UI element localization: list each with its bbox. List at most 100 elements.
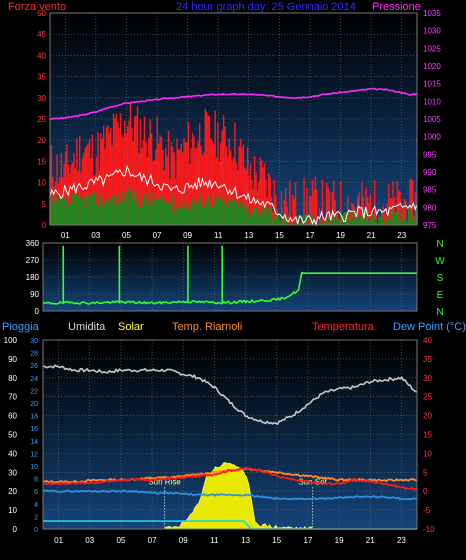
hour-tick-label: 09 (179, 536, 188, 545)
wind-tick-label: 40 (37, 51, 46, 60)
chart-title: 24 hour graph day: 25 Gennaio 2014 (176, 1, 356, 13)
rain-tick-label: 2 (34, 514, 38, 521)
pressure-line (50, 87, 418, 120)
pressure-tick-label: 985 (423, 186, 437, 195)
humidity-tick-label: 80 (8, 374, 17, 383)
pressure-tick-label: 1025 (423, 44, 441, 53)
temperature-tick-label: 20 (423, 412, 432, 421)
temperature-tick-label: -10 (423, 525, 435, 534)
panel2-left-axis: 0 90 180 270 360 (26, 239, 40, 316)
humidity-tick-label: 0 (13, 525, 18, 534)
pressure-tick-label: 1020 (423, 62, 441, 71)
hour-tick-label: 23 (397, 231, 406, 240)
rain-tick-label: 20 (30, 401, 38, 408)
rain-tick-label: 0 (34, 527, 38, 534)
hour-tick-label: 09 (183, 231, 192, 240)
panel2-frame (42, 242, 418, 312)
rain-tick-label: 24 (30, 376, 38, 383)
compass-label: N (436, 239, 443, 250)
panel3-frame (42, 339, 418, 530)
pressure-tick-label: 980 (423, 203, 437, 212)
pressure-tick-label: 1000 (423, 133, 441, 142)
pressure-tick-label: 995 (423, 150, 437, 159)
humidity-tick-label: 90 (8, 355, 17, 364)
hour-tick-label: 23 (397, 536, 406, 545)
pressure-tick-label: 975 (423, 221, 437, 230)
pressure-tick-label: 990 (423, 168, 437, 177)
wind-tick-label: 30 (37, 94, 46, 103)
dew-point-label: Dew Point (°C) (393, 321, 466, 333)
dew-point-line (42, 489, 418, 501)
pressure-tick-label: 1015 (423, 80, 441, 89)
direction-degree-label: 180 (26, 273, 40, 282)
rain-label: Pioggia (2, 321, 40, 333)
temperature-line (42, 467, 418, 491)
humidity-line (42, 364, 418, 426)
pressure-tick-label: 1005 (423, 115, 441, 124)
wind-tick-label: 20 (37, 136, 46, 145)
humidity-tick-label: 100 (4, 336, 18, 345)
compass-label: E (437, 290, 444, 301)
panel1-x-axis: 01 03 05 07 09 11 13 15 17 19 21 23 (61, 231, 407, 240)
temperature-tick-label: -5 (423, 506, 431, 515)
temperature-label: Temperatura (312, 321, 375, 333)
rain-tick-label: 12 (30, 451, 38, 458)
wind-tick-label: 5 (42, 200, 47, 209)
rain-tick-label: 4 (34, 502, 38, 509)
wind-tick-label: 15 (37, 157, 46, 166)
hour-tick-label: 11 (210, 536, 219, 545)
solar-label: Solar (118, 321, 144, 333)
temperature-tick-label: 35 (423, 355, 432, 364)
hour-tick-label: 11 (214, 231, 223, 240)
temperature-tick-label: 10 (423, 449, 432, 458)
wind-tick-label: 50 (37, 9, 46, 18)
wind-tick-label: 25 (37, 115, 46, 124)
hour-tick-label: 21 (366, 536, 375, 545)
panel1-frame (49, 12, 418, 226)
temp-riarnoli-label: Temp. Riarnoli (172, 321, 242, 333)
rain-tick-label: 30 (30, 338, 38, 345)
hour-tick-label: 19 (336, 231, 345, 240)
panel3-series: Sun Rise Sun Set (42, 364, 418, 530)
temperature-tick-label: 25 (423, 393, 432, 402)
rain-tick-label: 14 (30, 439, 38, 446)
compass-label: W (435, 256, 445, 267)
direction-degree-label: 0 (35, 307, 40, 316)
panel3-x-axis: 01 03 05 07 09 11 13 15 17 19 21 23 (54, 536, 406, 545)
hour-tick-label: 01 (61, 231, 70, 240)
hour-tick-label: 21 (367, 231, 376, 240)
hour-tick-label: 05 (122, 231, 131, 240)
panel3-humidity-axis: 0 10 20 30 40 50 60 70 80 90 100 (4, 336, 18, 534)
rain-tick-label: 6 (34, 489, 38, 496)
sunrise-label: Sun Rise (148, 478, 181, 487)
pressure-tick-label: 1035 (423, 9, 441, 18)
wind-tick-label: 10 (37, 179, 46, 188)
hour-tick-label: 01 (54, 536, 63, 545)
wind-direction-line (42, 271, 417, 305)
hour-tick-label: 17 (306, 231, 315, 240)
humidity-tick-label: 60 (8, 412, 17, 421)
hour-tick-label: 15 (275, 231, 284, 240)
sunset-label: Sun Set (298, 478, 327, 487)
wind-tick-label: 0 (42, 221, 47, 230)
hour-tick-label: 15 (272, 536, 281, 545)
compass-label: S (437, 273, 444, 284)
humidity-tick-label: 30 (8, 468, 17, 477)
panel3-temperature-axis: -10 -5 0 5 10 15 20 25 30 35 40 (423, 336, 435, 534)
temperature-tick-label: 5 (423, 468, 428, 477)
pressure-tick-label: 1010 (423, 97, 441, 106)
pressure-label: Pressione (372, 1, 421, 13)
panel1-left-axis: 0 5 10 15 20 25 30 35 40 45 50 (37, 9, 46, 230)
temperature-tick-label: 30 (423, 374, 432, 383)
rain-tick-label: 16 (30, 426, 38, 433)
hour-tick-label: 03 (85, 536, 94, 545)
hour-tick-label: 13 (241, 536, 250, 545)
wind-force-label: Forza vento (8, 1, 66, 13)
humidity-label: Umidita (68, 321, 106, 333)
hour-tick-label: 07 (148, 536, 157, 545)
rain-tick-label: 10 (30, 464, 38, 471)
